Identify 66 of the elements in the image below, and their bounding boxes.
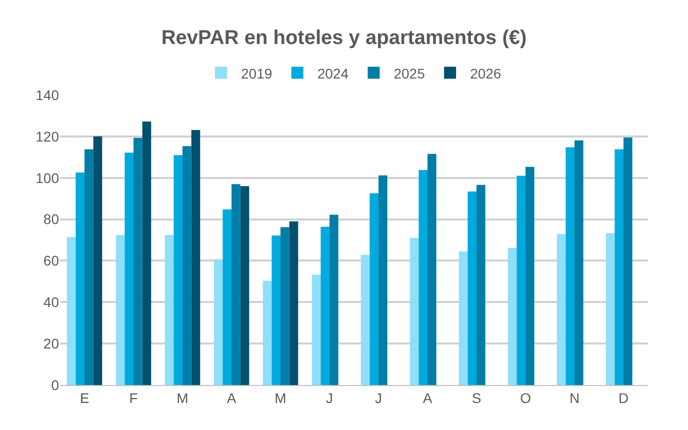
bar bbox=[124, 152, 134, 385]
y-tick-label: 20 bbox=[43, 335, 60, 352]
chart-title: RevPAR en hoteles y apartamentos (€) bbox=[161, 27, 527, 50]
bar bbox=[222, 209, 232, 385]
x-tick-label: A bbox=[226, 390, 237, 406]
bar bbox=[508, 248, 517, 385]
bar bbox=[370, 193, 378, 385]
bar bbox=[320, 226, 330, 385]
y-tick-label: 40 bbox=[43, 294, 60, 310]
x-tick-label: O bbox=[520, 390, 532, 406]
x-tick-label: D bbox=[618, 390, 629, 406]
bar bbox=[232, 184, 240, 385]
bar bbox=[289, 221, 298, 385]
y-tick-label: 80 bbox=[43, 211, 60, 228]
bar bbox=[182, 146, 192, 385]
y-tick-label: 140 bbox=[36, 86, 60, 103]
x-tick-label: M bbox=[274, 390, 286, 406]
bar bbox=[378, 175, 388, 385]
x-tick-label: F bbox=[129, 390, 138, 406]
x-tick-label: M bbox=[176, 390, 188, 406]
bar bbox=[280, 227, 290, 385]
x-tick-label: J bbox=[326, 390, 333, 406]
bar bbox=[240, 186, 250, 385]
bar bbox=[174, 155, 182, 385]
legend-label: 2026 bbox=[470, 65, 502, 82]
bar bbox=[614, 149, 624, 385]
x-tick-label: N bbox=[569, 390, 580, 406]
y-tick-label: 100 bbox=[36, 170, 60, 186]
bar bbox=[516, 176, 526, 385]
bar bbox=[418, 170, 428, 385]
bar bbox=[526, 166, 534, 385]
y-tick-label: 120 bbox=[36, 128, 60, 144]
y-tick-label: 0 bbox=[51, 376, 60, 393]
x-tick-label: E bbox=[80, 390, 90, 406]
x-tick-label: J bbox=[375, 390, 382, 406]
legend-label: 2019 bbox=[241, 65, 272, 82]
bar bbox=[624, 137, 632, 385]
bar bbox=[566, 147, 574, 385]
bar bbox=[76, 172, 84, 385]
bar bbox=[574, 140, 584, 385]
bar bbox=[84, 149, 94, 385]
bar bbox=[142, 122, 152, 385]
bar bbox=[476, 184, 486, 385]
bar bbox=[191, 130, 200, 385]
bar bbox=[360, 254, 370, 385]
bar bbox=[262, 280, 272, 385]
bar bbox=[93, 136, 102, 385]
legend-label: 2025 bbox=[394, 65, 426, 82]
x-tick-label: S bbox=[472, 390, 482, 406]
bar bbox=[116, 235, 125, 385]
y-tick-label: 60 bbox=[43, 252, 60, 269]
bar bbox=[458, 251, 468, 385]
bar bbox=[330, 214, 338, 385]
bar bbox=[468, 192, 476, 385]
bar bbox=[312, 274, 321, 385]
x-tick-label: A bbox=[422, 390, 433, 406]
legend-label: 2024 bbox=[317, 65, 349, 82]
bar bbox=[272, 235, 280, 385]
bar bbox=[164, 235, 174, 385]
bar bbox=[134, 138, 142, 385]
bar bbox=[214, 259, 223, 385]
bar bbox=[410, 238, 419, 385]
bar bbox=[428, 154, 436, 385]
bar bbox=[606, 233, 615, 385]
bar bbox=[556, 234, 566, 385]
bar bbox=[66, 237, 76, 385]
